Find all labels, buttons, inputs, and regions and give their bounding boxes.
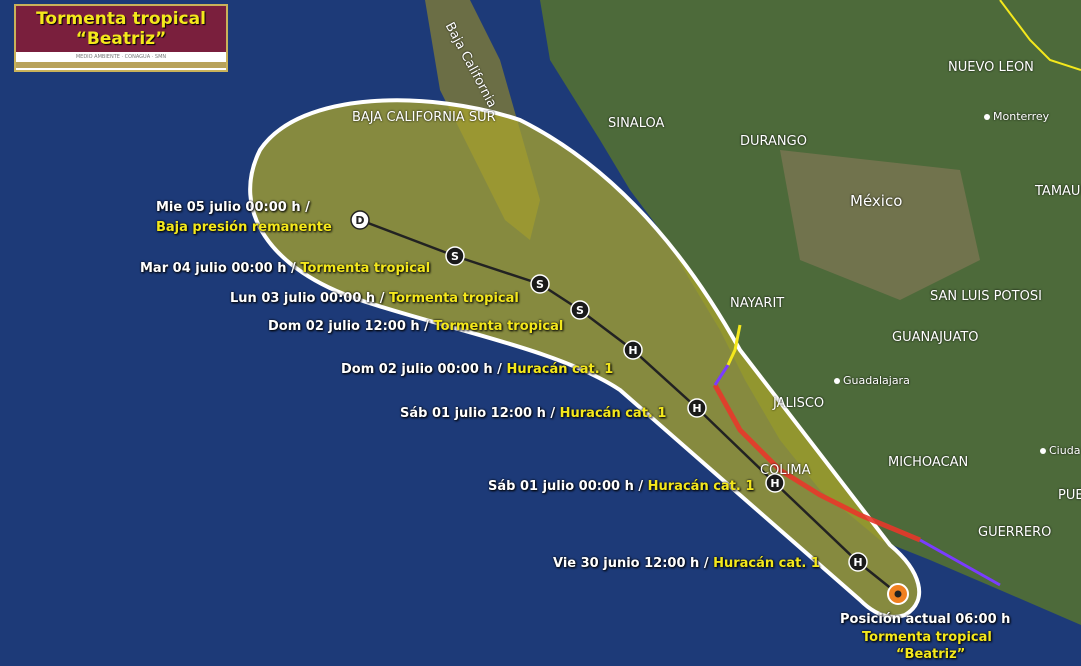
title-box: Tormenta tropical “Beatriz” MEDIO AMBIENT… bbox=[14, 4, 228, 72]
forecast-marker-7 bbox=[848, 552, 868, 572]
label-status-3: Tormenta tropical bbox=[433, 319, 564, 334]
label-status-7: Huracán cat. 1 bbox=[713, 556, 820, 571]
state-durango: DURANGO bbox=[740, 134, 807, 149]
forecast-marker-symbol-4: H bbox=[628, 344, 637, 357]
storm-name-label: “Beatriz” bbox=[896, 647, 966, 662]
current-status-label: Tormenta tropical bbox=[862, 630, 992, 645]
state-nuevo-leon: NUEVO LEON bbox=[948, 60, 1034, 75]
label-time-3: Dom 02 julio 12:00 h / bbox=[268, 319, 429, 334]
state-bcs: BAJA CALIFORNIA SUR bbox=[352, 110, 496, 125]
current-position-center bbox=[894, 590, 902, 598]
label-status-0: Baja presión remanente bbox=[156, 220, 332, 235]
label-time-0: Mie 05 julio 00:00 h / bbox=[156, 200, 310, 215]
state-colima: COLIMA bbox=[760, 463, 811, 478]
title-line2: “Beatriz” bbox=[75, 29, 167, 49]
state-michoacan: MICHOACAN bbox=[888, 455, 969, 470]
label-status-4: Huracán cat. 1 bbox=[506, 362, 614, 377]
forecast-marker-symbol-2: S bbox=[536, 278, 544, 291]
state-nayarit: NAYARIT bbox=[730, 296, 785, 311]
watch-yellow-north bbox=[726, 324, 742, 366]
forecast-cone bbox=[248, 98, 922, 619]
state-sinaloa: SINALOA bbox=[608, 116, 665, 131]
label-time-4: Dom 02 julio 00:00 h / bbox=[341, 362, 502, 377]
forecast-marker-4 bbox=[623, 340, 643, 360]
label-status-2: Tormenta tropical bbox=[388, 291, 519, 306]
state-slp: SAN LUIS POTOSI bbox=[930, 289, 1042, 304]
forecast-marker-2 bbox=[530, 274, 550, 294]
forecast-marker-symbol-6: H bbox=[770, 477, 779, 490]
city-ciudad: Ciuda bbox=[1040, 444, 1080, 457]
forecast-marker-symbol-7: H bbox=[853, 556, 862, 569]
forecast-marker-5 bbox=[687, 398, 707, 418]
current-position-label: Posición actual 06:00 h bbox=[840, 612, 1011, 627]
label-status-1: Tormenta tropical bbox=[300, 261, 431, 276]
forecast-marker-symbol-3: S bbox=[576, 304, 584, 317]
state-guerrero: GUERRERO bbox=[978, 525, 1052, 540]
label-time-6: Sáb 01 julio 00:00 h / bbox=[488, 479, 644, 494]
warning-red-coast bbox=[712, 383, 921, 543]
forecast-marker-symbol-1: S bbox=[451, 250, 459, 263]
forecast-marker-symbol-0: D bbox=[355, 214, 364, 227]
state-tamaulipas: TAMAULIP bbox=[1035, 184, 1081, 199]
agency-logos: MEDIO AMBIENTE · CONAGUA · SMN bbox=[75, 54, 167, 60]
title-line1: Tormenta tropical bbox=[36, 9, 206, 29]
forecast-marker-symbol-5: H bbox=[692, 402, 701, 415]
label-status-6: Huracán cat. 1 bbox=[647, 479, 755, 494]
forecast-marker-1 bbox=[445, 246, 465, 266]
label-time-2: Lun 03 julio 00:00 h / bbox=[230, 291, 385, 306]
mainland bbox=[540, 0, 1081, 625]
forecast-marker-6 bbox=[765, 473, 785, 493]
label-status-5: Huracán cat. 1 bbox=[559, 406, 667, 421]
label-time-1: Mar 04 julio 00:00 h / bbox=[140, 261, 296, 276]
forecast-marker-3 bbox=[570, 300, 590, 320]
city-monterrey: Monterrey bbox=[984, 110, 1049, 123]
country-mexico: México bbox=[850, 192, 903, 210]
highlands bbox=[780, 150, 980, 300]
city-guadalajara: Guadalajara bbox=[834, 374, 910, 387]
state-border bbox=[999, 0, 1081, 71]
watch-purple-coast bbox=[919, 538, 1001, 587]
label-time-5: Sáb 01 julio 12:00 h / bbox=[400, 406, 556, 421]
state-puebla: PUE bbox=[1058, 488, 1081, 503]
state-guanajuato: GUANAJUATO bbox=[892, 330, 979, 345]
forecast-marker-0 bbox=[350, 210, 370, 230]
state-jalisco: JALISCO bbox=[773, 396, 825, 411]
label-time-7: Vie 30 junio 12:00 h / bbox=[553, 556, 709, 571]
watch-purple-north bbox=[713, 364, 730, 386]
